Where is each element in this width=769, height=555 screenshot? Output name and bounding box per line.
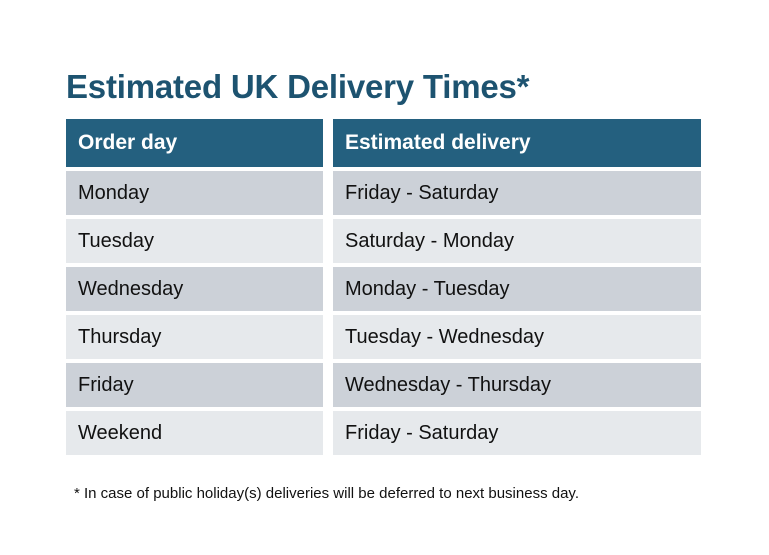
table-row: Friday Wednesday - Thursday xyxy=(66,363,701,407)
table-row: Tuesday Saturday - Monday xyxy=(66,219,701,263)
cell-estimated-delivery: Wednesday - Thursday xyxy=(333,363,701,407)
cell-order-day: Thursday xyxy=(66,315,323,359)
table-row: Weekend Friday - Saturday xyxy=(66,411,701,455)
table-header-row: Order day Estimated delivery xyxy=(66,119,701,167)
cell-order-day: Wednesday xyxy=(66,267,323,311)
column-header-order-day: Order day xyxy=(66,119,323,167)
cell-order-day: Monday xyxy=(66,171,323,215)
column-header-estimated-delivery: Estimated delivery xyxy=(333,119,701,167)
cell-estimated-delivery: Monday - Tuesday xyxy=(333,267,701,311)
page-title: Estimated UK Delivery Times* xyxy=(66,68,530,106)
cell-estimated-delivery: Friday - Saturday xyxy=(333,171,701,215)
delivery-times-table: Order day Estimated delivery Monday Frid… xyxy=(66,119,701,455)
cell-estimated-delivery: Saturday - Monday xyxy=(333,219,701,263)
cell-estimated-delivery: Friday - Saturday xyxy=(333,411,701,455)
cell-order-day: Friday xyxy=(66,363,323,407)
table-row: Thursday Tuesday - Wednesday xyxy=(66,315,701,359)
table-row: Monday Friday - Saturday xyxy=(66,171,701,215)
cell-estimated-delivery: Tuesday - Wednesday xyxy=(333,315,701,359)
footnote-text: * In case of public holiday(s) deliverie… xyxy=(74,485,579,502)
cell-order-day: Weekend xyxy=(66,411,323,455)
table-row: Wednesday Monday - Tuesday xyxy=(66,267,701,311)
cell-order-day: Tuesday xyxy=(66,219,323,263)
